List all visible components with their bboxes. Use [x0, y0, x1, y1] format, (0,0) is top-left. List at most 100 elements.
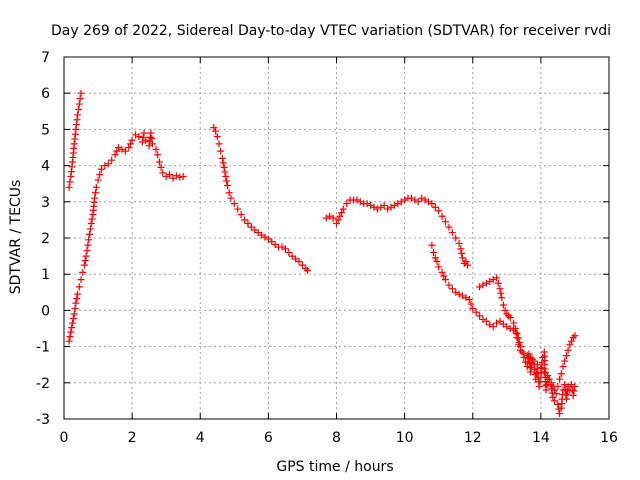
- data-point: [285, 248, 293, 256]
- data-point: [561, 357, 569, 365]
- data-point: [493, 274, 501, 282]
- data-point-fill: [157, 163, 165, 171]
- data-point-fill: [76, 95, 84, 103]
- data-point: [70, 310, 78, 318]
- data-point: [213, 133, 221, 141]
- y-axis-label: SDTVAR / TECUs: [8, 180, 24, 295]
- data-point: [472, 308, 480, 316]
- data-point: [373, 205, 381, 213]
- data-point: [97, 165, 105, 173]
- data-point: [356, 198, 364, 206]
- data-point: [498, 294, 506, 302]
- data-point: [545, 375, 553, 383]
- data-point: [69, 319, 77, 327]
- data-point: [155, 158, 163, 166]
- data-point: [520, 350, 528, 358]
- data-point: [459, 254, 467, 262]
- data-point: [482, 317, 490, 325]
- data-point: [333, 220, 340, 228]
- data-points: [65, 89, 579, 418]
- data-point: [339, 205, 347, 213]
- x-tick-label: 6: [264, 430, 273, 446]
- y-tick-label: 4: [41, 159, 50, 175]
- data-point-fill: [88, 215, 96, 223]
- data-point: [237, 210, 245, 218]
- data-point: [79, 268, 87, 276]
- data-point: [428, 241, 436, 249]
- data-point: [397, 198, 405, 206]
- data-point: [230, 200, 238, 208]
- data-point: [455, 239, 463, 247]
- data-point-fill: [221, 168, 229, 176]
- data-point: [92, 183, 100, 191]
- data-point: [142, 136, 150, 144]
- data-point: [222, 172, 230, 180]
- x-tick-label: 2: [128, 430, 137, 446]
- data-point: [234, 205, 242, 213]
- data-point: [431, 203, 439, 211]
- data-point: [448, 285, 456, 293]
- data-point: [91, 194, 99, 202]
- y-tick-label: 7: [41, 50, 50, 66]
- data-point: [479, 281, 487, 289]
- data-point-fill: [113, 147, 121, 155]
- data-point-fill: [219, 159, 227, 167]
- data-point: [401, 196, 409, 204]
- data-point: [544, 372, 552, 380]
- data-point: [241, 216, 249, 224]
- data-point: [329, 214, 337, 222]
- data-point: [108, 156, 116, 164]
- plot-frame: [63, 56, 610, 420]
- series-3: [322, 194, 472, 269]
- data-point: [433, 258, 441, 266]
- data-point-fill: [338, 209, 346, 217]
- data-point: [424, 198, 432, 206]
- data-point: [86, 230, 94, 238]
- y-tick-label: 5: [41, 122, 50, 138]
- series-5: [476, 274, 579, 398]
- data-point: [557, 370, 565, 378]
- data-point: [554, 401, 562, 409]
- data-point: [566, 341, 574, 349]
- x-tick-label: 14: [532, 430, 550, 446]
- data-point: [77, 89, 85, 97]
- data-point: [336, 212, 344, 220]
- data-point: [94, 176, 102, 184]
- x-tick-label: 10: [396, 430, 414, 446]
- data-point: [535, 382, 543, 390]
- data-point: [377, 203, 385, 211]
- data-point-fill: [467, 300, 475, 308]
- data-point: [442, 276, 449, 284]
- data-point: [367, 201, 375, 209]
- data-point: [459, 292, 467, 300]
- data-point: [225, 189, 233, 197]
- data-point: [494, 279, 502, 287]
- data-point: [87, 220, 95, 228]
- data-point-fill: [512, 329, 520, 337]
- data-point: [227, 194, 235, 202]
- data-point: [438, 268, 446, 276]
- data-point-fill: [223, 177, 231, 185]
- data-point: [489, 323, 497, 331]
- data-point-fill: [83, 247, 91, 255]
- data-point: [353, 196, 361, 204]
- data-point: [411, 196, 419, 204]
- data-point: [82, 252, 90, 260]
- data-point: [390, 201, 398, 209]
- data-point: [516, 346, 524, 354]
- data-point: [547, 379, 555, 387]
- data-point: [552, 390, 560, 398]
- data-point: [430, 248, 438, 256]
- data-point: [343, 200, 351, 208]
- series-4: [428, 241, 579, 418]
- data-point-fill: [334, 216, 342, 224]
- data-point: [527, 353, 535, 361]
- data-point: [445, 281, 453, 289]
- data-point-fill: [85, 236, 93, 244]
- data-point: [556, 375, 564, 383]
- data-point-fill: [69, 315, 77, 323]
- data-point: [80, 261, 88, 269]
- series-1: [65, 129, 187, 345]
- data-point-fill: [458, 249, 466, 257]
